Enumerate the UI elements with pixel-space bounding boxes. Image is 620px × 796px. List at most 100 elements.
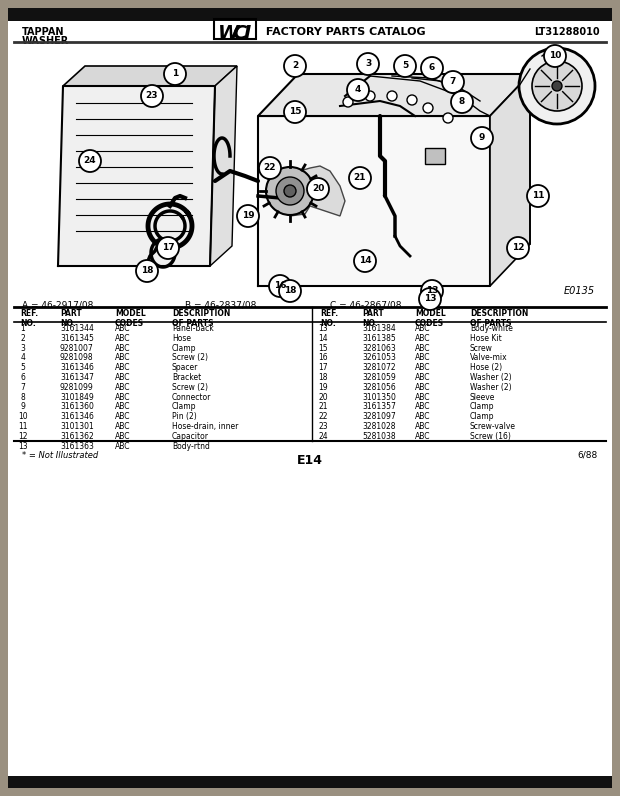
Text: Bracket: Bracket <box>172 373 202 382</box>
Text: Clamp: Clamp <box>470 412 495 421</box>
Text: ABC: ABC <box>415 383 431 392</box>
Circle shape <box>527 185 549 207</box>
Text: TAPPAN: TAPPAN <box>22 27 64 37</box>
Text: PART
NO.: PART NO. <box>60 309 82 328</box>
Text: ABC: ABC <box>115 412 131 421</box>
Text: 3281063: 3281063 <box>362 344 396 353</box>
Bar <box>8 776 612 788</box>
Circle shape <box>269 275 291 297</box>
Circle shape <box>79 150 101 172</box>
Text: 23: 23 <box>318 422 328 431</box>
Text: 1: 1 <box>172 69 178 78</box>
Text: 3281097: 3281097 <box>362 412 396 421</box>
Text: Washer (2): Washer (2) <box>470 373 511 382</box>
Text: 7: 7 <box>450 77 456 86</box>
Text: I: I <box>244 24 251 43</box>
Text: 3161362: 3161362 <box>60 431 94 441</box>
Circle shape <box>284 55 306 77</box>
Text: ABC: ABC <box>415 373 431 382</box>
Circle shape <box>279 280 301 302</box>
Text: C = 46-2867/08: C = 46-2867/08 <box>330 301 402 310</box>
Text: 8: 8 <box>459 97 465 106</box>
Circle shape <box>552 81 562 91</box>
Text: 3281059: 3281059 <box>362 373 396 382</box>
Text: 13: 13 <box>318 324 328 333</box>
Text: 24: 24 <box>84 156 96 165</box>
Text: 24: 24 <box>318 431 328 441</box>
Text: Clamp: Clamp <box>172 403 197 412</box>
Text: B = 46-2837/08: B = 46-2837/08 <box>185 301 257 310</box>
Text: 22: 22 <box>264 163 277 172</box>
Text: 20: 20 <box>318 392 328 402</box>
Text: LT31288010: LT31288010 <box>534 27 600 37</box>
Text: 3161346: 3161346 <box>60 412 94 421</box>
Text: 3: 3 <box>365 59 371 68</box>
Text: Hose Kit: Hose Kit <box>470 334 502 343</box>
Text: 3101350: 3101350 <box>362 392 396 402</box>
Text: 3161344: 3161344 <box>60 324 94 333</box>
Text: 3161346: 3161346 <box>60 363 94 373</box>
Text: Sleeve: Sleeve <box>470 392 495 402</box>
Text: 23: 23 <box>146 91 158 100</box>
Text: Pin (2): Pin (2) <box>172 412 197 421</box>
Text: 6/88: 6/88 <box>578 451 598 460</box>
Text: 3161357: 3161357 <box>362 403 396 412</box>
Text: 1: 1 <box>20 324 25 333</box>
Text: MODEL
CODES: MODEL CODES <box>115 309 146 328</box>
Text: 3261053: 3261053 <box>362 353 396 362</box>
Text: 4: 4 <box>20 353 25 362</box>
Text: 16: 16 <box>274 281 286 290</box>
Text: 19: 19 <box>318 383 328 392</box>
Text: Screw (2): Screw (2) <box>172 353 208 362</box>
Text: Screw (16): Screw (16) <box>470 431 511 441</box>
Text: 3161360: 3161360 <box>60 403 94 412</box>
Text: 9: 9 <box>479 133 485 142</box>
Circle shape <box>343 97 353 107</box>
Text: ABC: ABC <box>115 422 131 431</box>
Text: 16: 16 <box>318 353 328 362</box>
Text: 9281099: 9281099 <box>60 383 94 392</box>
Text: 15: 15 <box>318 344 328 353</box>
Circle shape <box>354 250 376 272</box>
Text: MODEL
CODES: MODEL CODES <box>415 309 446 328</box>
Text: 3161385: 3161385 <box>362 334 396 343</box>
Circle shape <box>307 178 329 200</box>
Text: ABC: ABC <box>415 403 431 412</box>
Text: 3161384: 3161384 <box>362 324 396 333</box>
Circle shape <box>266 167 314 215</box>
Text: ABC: ABC <box>415 422 431 431</box>
Circle shape <box>544 45 566 67</box>
Polygon shape <box>258 116 490 286</box>
Text: Washer (2): Washer (2) <box>470 383 511 392</box>
Text: 18: 18 <box>318 373 328 382</box>
Text: 10: 10 <box>18 412 28 421</box>
Text: ABC: ABC <box>115 431 131 441</box>
Text: Spacer: Spacer <box>172 363 198 373</box>
Text: 2: 2 <box>20 334 25 343</box>
Text: 5: 5 <box>402 61 408 70</box>
Circle shape <box>423 103 433 113</box>
Text: Clamp: Clamp <box>470 403 495 412</box>
Text: Hose (2): Hose (2) <box>470 363 502 373</box>
Text: Body-rtnd: Body-rtnd <box>172 442 210 451</box>
Text: ABC: ABC <box>115 383 131 392</box>
Polygon shape <box>63 66 237 86</box>
Circle shape <box>407 95 417 105</box>
Text: Clamp: Clamp <box>172 344 197 353</box>
Text: W: W <box>218 24 239 43</box>
Text: REF.
NO.: REF. NO. <box>320 309 338 328</box>
Text: 14: 14 <box>359 256 371 265</box>
Circle shape <box>451 91 473 113</box>
Bar <box>8 8 612 21</box>
Polygon shape <box>490 74 530 286</box>
Circle shape <box>442 71 464 93</box>
Circle shape <box>365 91 375 101</box>
Text: 3101849: 3101849 <box>60 392 94 402</box>
Text: 5281038: 5281038 <box>362 431 396 441</box>
Text: 11: 11 <box>532 191 544 200</box>
Text: E14: E14 <box>297 454 323 467</box>
Text: ABC: ABC <box>415 412 431 421</box>
Text: 3161347: 3161347 <box>60 373 94 382</box>
Text: 12: 12 <box>512 243 525 252</box>
Text: 7: 7 <box>20 383 25 392</box>
